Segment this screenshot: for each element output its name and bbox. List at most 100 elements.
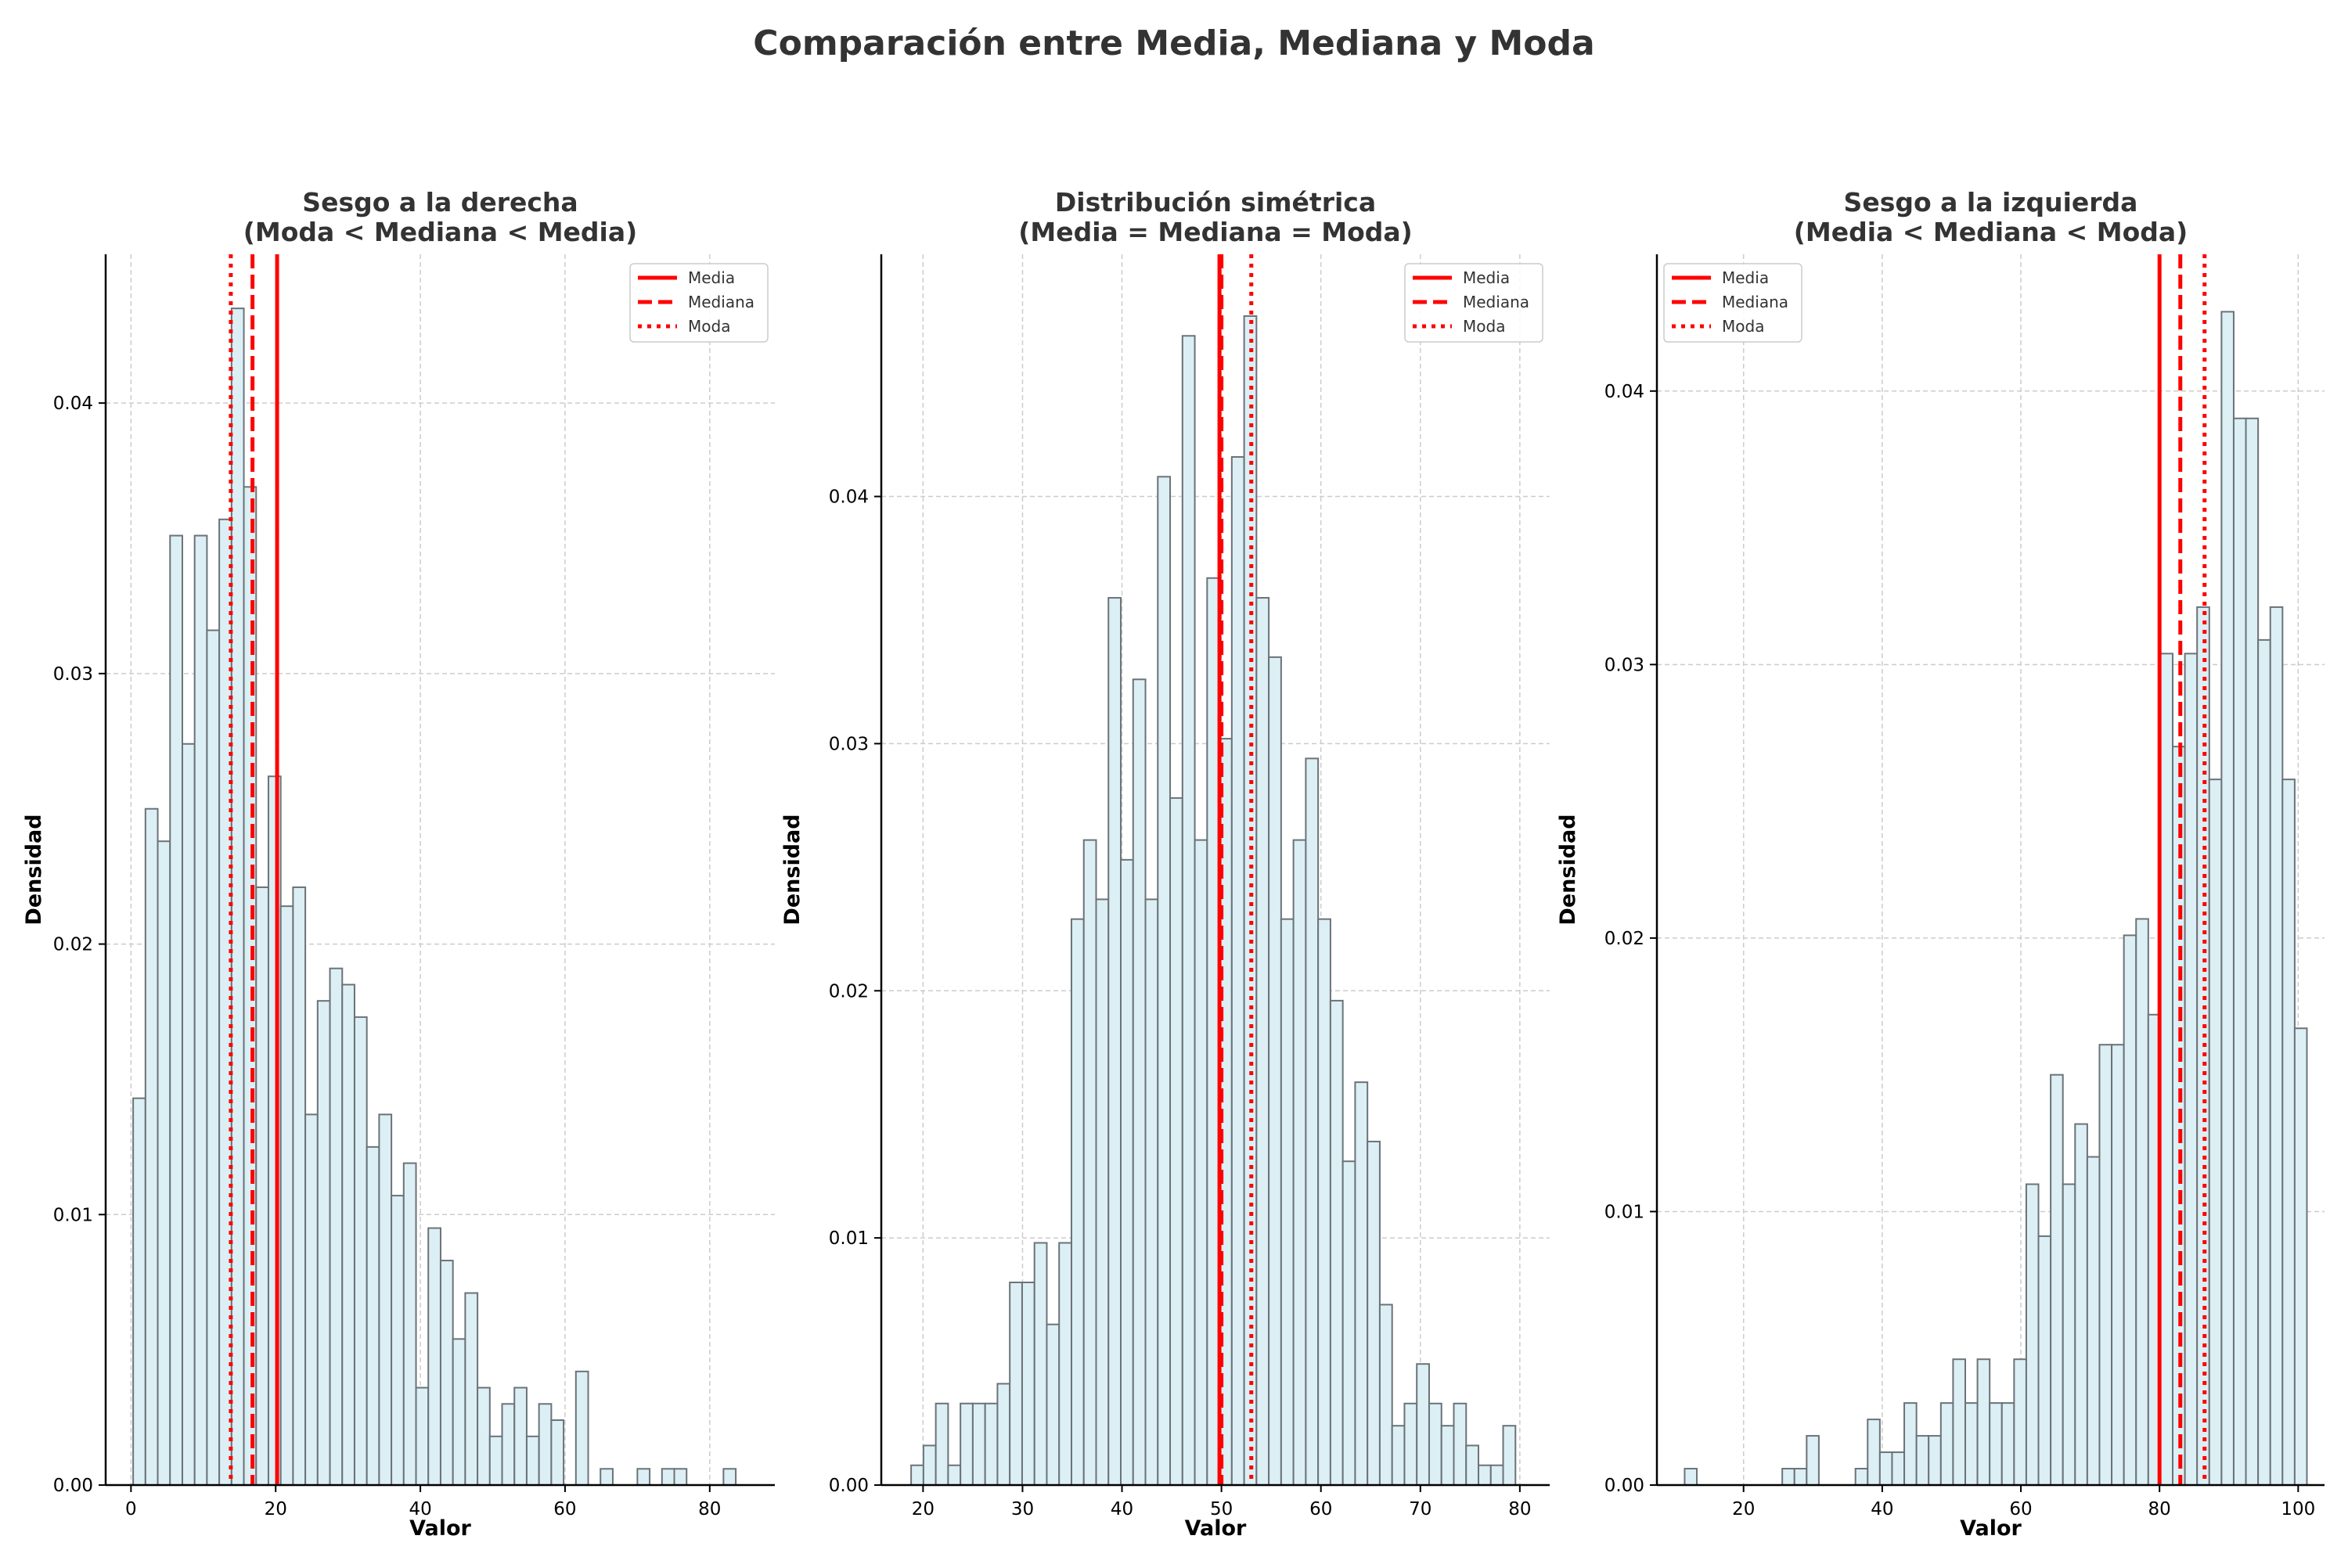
histogram-bar — [984, 1402, 999, 1486]
histogram-bar — [1903, 1402, 1918, 1486]
histogram-bar — [971, 1402, 986, 1486]
histogram-bar — [2184, 653, 2199, 1487]
histogram-bar — [947, 1464, 962, 1487]
histogram-bar — [1928, 1435, 1942, 1486]
histogram-bar — [525, 1435, 540, 1487]
legend-label: Moda — [1463, 317, 1505, 336]
histogram-bar — [1341, 1160, 1356, 1486]
chart-panel-2: 20 30 40 50 60 70 80 0.00 0.01 0.02 0.03 0.04 Distri… — [780, 187, 1550, 1541]
y-tick-label: 0.00 — [1604, 1476, 1644, 1496]
histogram-bar — [464, 1292, 479, 1486]
histogram-bar — [378, 1113, 393, 1487]
histogram-bar — [2245, 417, 2260, 1487]
y-tick-label: 0.03 — [1604, 655, 1644, 675]
subplot-subtitle: (Moda < Mediana < Media) — [243, 217, 637, 247]
histogram-bar — [206, 629, 221, 1486]
histogram-bar — [1465, 1444, 1480, 1486]
x-tick-label: 40 — [1871, 1499, 1893, 1519]
histogram-bar — [673, 1468, 688, 1487]
histogram-bar — [513, 1386, 528, 1486]
legend-label: Media — [1463, 268, 1510, 287]
histogram-bar — [402, 1162, 417, 1486]
histogram-bar — [366, 1145, 380, 1487]
x-tick-label: 40 — [409, 1499, 431, 1519]
histogram-bar — [1367, 1140, 1381, 1487]
histogram-bar — [341, 984, 355, 1486]
histogram-bar — [391, 1195, 405, 1486]
y-tick-label: 0.02 — [829, 981, 869, 1002]
histogram-bar — [230, 307, 245, 1487]
histogram-bar — [538, 1403, 553, 1487]
histogram-bar — [1033, 1242, 1048, 1487]
histogram-bar — [316, 1000, 331, 1486]
histogram-bar — [2000, 1402, 2015, 1486]
histogram-bar — [1009, 1281, 1023, 1486]
histogram-bar — [1132, 678, 1147, 1486]
histogram-bar — [2037, 1235, 2052, 1486]
histogram-bar — [1440, 1425, 1455, 1486]
y-tick-label: 0.01 — [53, 1205, 93, 1225]
x-tick-label: 100 — [2281, 1499, 2315, 1519]
legend-label: Media — [688, 268, 735, 287]
histogram-bar — [1058, 1242, 1072, 1487]
histogram-bar — [2074, 1123, 2088, 1486]
histogram-bar — [279, 905, 294, 1486]
histogram-bar — [2050, 1074, 2064, 1486]
histogram-bar — [1964, 1402, 1979, 1486]
histogram-bar — [1891, 1451, 1906, 1487]
histogram-bar — [157, 840, 171, 1486]
x-tick-label: 0 — [125, 1499, 137, 1519]
x-tick-label: 50 — [1210, 1499, 1233, 1519]
histogram-bar — [1684, 1468, 1698, 1486]
histogram-bar — [2232, 417, 2247, 1487]
histogram-bar — [1989, 1402, 2003, 1486]
histogram-bar — [1268, 656, 1282, 1486]
histogram-bar — [1169, 797, 1183, 1486]
histogram-bar — [1391, 1425, 1406, 1486]
histogram-bar — [1867, 1419, 1881, 1487]
histogram-bar — [2269, 606, 2284, 1487]
x-tick-label: 20 — [912, 1499, 935, 1519]
histogram-bar — [2111, 1044, 2125, 1486]
histogram-bar — [2159, 653, 2174, 1487]
histogram-bar — [488, 1435, 503, 1487]
x-tick-label: 80 — [1508, 1499, 1531, 1519]
histogram-bar — [636, 1468, 651, 1487]
x-tick-label: 20 — [265, 1499, 287, 1519]
legend-box — [1663, 263, 1802, 343]
histogram-bar — [144, 807, 159, 1486]
histogram-bar — [1305, 757, 1320, 1486]
histogram-bar — [661, 1468, 675, 1487]
histogram-bar — [2257, 638, 2271, 1487]
histogram-bar — [1854, 1468, 1869, 1486]
histogram-bar — [1255, 597, 1270, 1486]
legend-label: Moda — [688, 317, 730, 336]
y-axis-label: Densidad — [22, 814, 46, 925]
y-tick-label: 0.04 — [829, 487, 869, 508]
histogram-bar — [1354, 1081, 1369, 1486]
histogram-bar — [1046, 1323, 1061, 1486]
histogram-bar — [1952, 1358, 1966, 1487]
y-tick-label: 0.03 — [829, 734, 869, 754]
y-tick-label: 0.03 — [53, 664, 93, 685]
histogram-bar — [1095, 898, 1110, 1486]
legend-box — [629, 263, 769, 343]
histogram-bar — [1878, 1451, 1893, 1487]
histogram-bar — [1416, 1363, 1430, 1487]
histogram-bar — [1781, 1468, 1795, 1486]
legend: Media Mediana Moda — [1663, 263, 1802, 343]
histogram-bar — [935, 1402, 949, 1486]
histogram-bar — [1082, 839, 1097, 1487]
y-tick-label: 0.04 — [1604, 382, 1644, 402]
histogram-bar — [1915, 1435, 1930, 1486]
histogram-bar — [439, 1260, 454, 1486]
legend: Media Mediana Moda — [629, 263, 769, 343]
histogram-bar — [427, 1227, 441, 1486]
histogram-bar — [1806, 1435, 1820, 1486]
subplot-subtitle: (Media = Mediana = Moda) — [1018, 217, 1412, 247]
y-tick-label: 0.02 — [1604, 929, 1644, 949]
histogram-bar — [452, 1338, 466, 1487]
histogram-bar — [1489, 1464, 1504, 1487]
x-tick-label: 60 — [1309, 1499, 1332, 1519]
x-axis-label: Valor — [409, 1516, 471, 1541]
